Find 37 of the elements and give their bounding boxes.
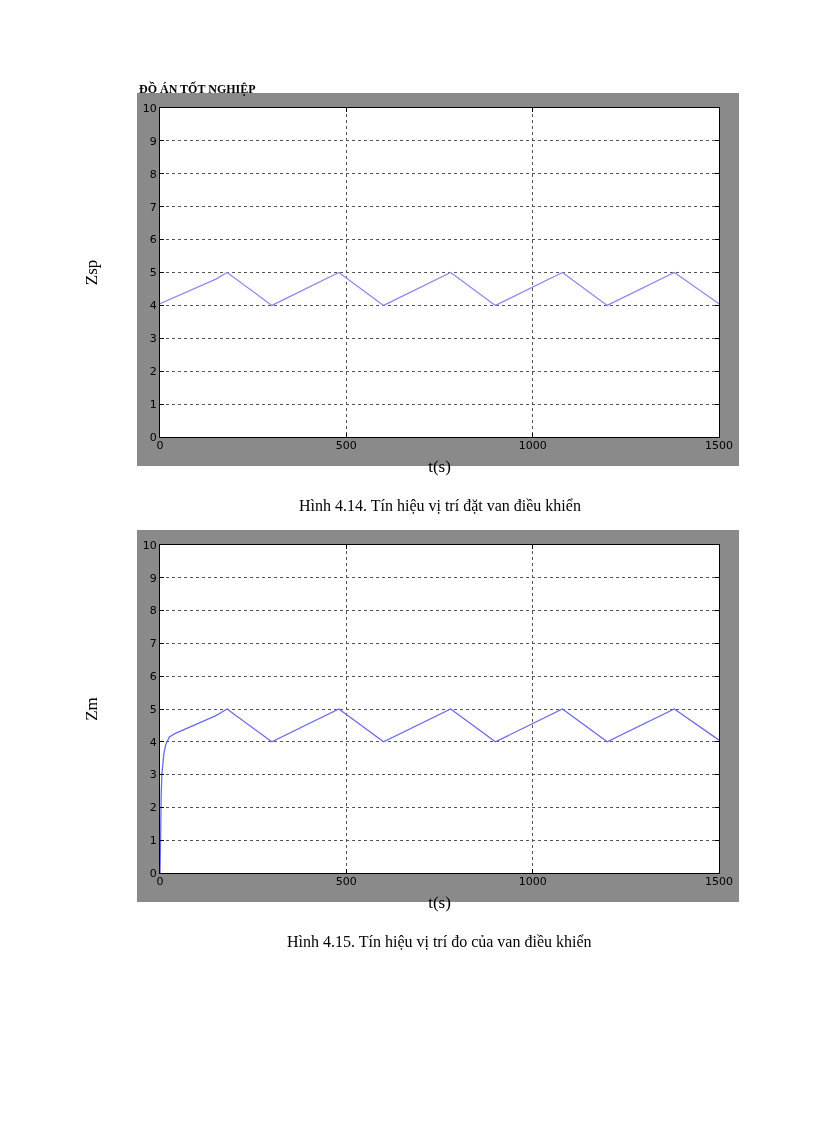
x-axis-title: t(s) <box>428 456 451 476</box>
y-tick-label: 1 <box>149 834 157 848</box>
text: Hình 4.14. Tín hiệu vị trí đặt van điều khiển <box>299 497 581 514</box>
text: Hình 4.15. Tín hiệu vị trí đo của van điều khiển <box>287 933 592 950</box>
x-tick-label: 1000 <box>518 439 547 453</box>
x-axis-title: t(s) <box>428 892 451 912</box>
y-tick-label: 7 <box>149 637 157 651</box>
y-tick-label: 0 <box>149 866 157 880</box>
y-tick-label: 3 <box>149 332 157 346</box>
y-axis-title: Zsp <box>82 259 102 286</box>
y-tick-label: 8 <box>149 167 157 181</box>
x-tick-label: 500 <box>335 875 357 889</box>
y-tick-label: 2 <box>149 365 157 379</box>
y-tick-label: 1 <box>149 397 157 411</box>
y-tick-label: 8 <box>149 604 157 618</box>
y-tick-label: 10 <box>142 538 157 552</box>
y-tick-label: 2 <box>149 801 157 815</box>
text: ĐỒ ÁN TỐT NGHIỆP <box>139 81 256 96</box>
y-tick-label: 7 <box>149 200 157 214</box>
y-tick-label: 6 <box>149 233 157 247</box>
y-tick-label: 4 <box>149 299 157 313</box>
y-tick-label: 0 <box>149 430 157 444</box>
y-tick-label: 5 <box>149 266 157 280</box>
y-tick-label: 4 <box>149 735 157 749</box>
y-tick-label: 9 <box>149 134 157 148</box>
line-series <box>160 271 719 307</box>
x-tick-label: 1000 <box>518 875 547 889</box>
x-tick-label: 500 <box>335 439 357 453</box>
y-tick-label: 5 <box>149 702 157 716</box>
y-tick-label: 9 <box>149 571 157 585</box>
y-axis-title: Zm <box>82 697 102 721</box>
x-tick-label: 1500 <box>705 439 733 453</box>
x-tick-label: 1500 <box>705 875 733 889</box>
y-tick-label: 6 <box>149 670 157 684</box>
y-tick-label: 3 <box>149 768 157 782</box>
y-tick-label: 10 <box>142 101 157 115</box>
line-series <box>160 708 719 873</box>
